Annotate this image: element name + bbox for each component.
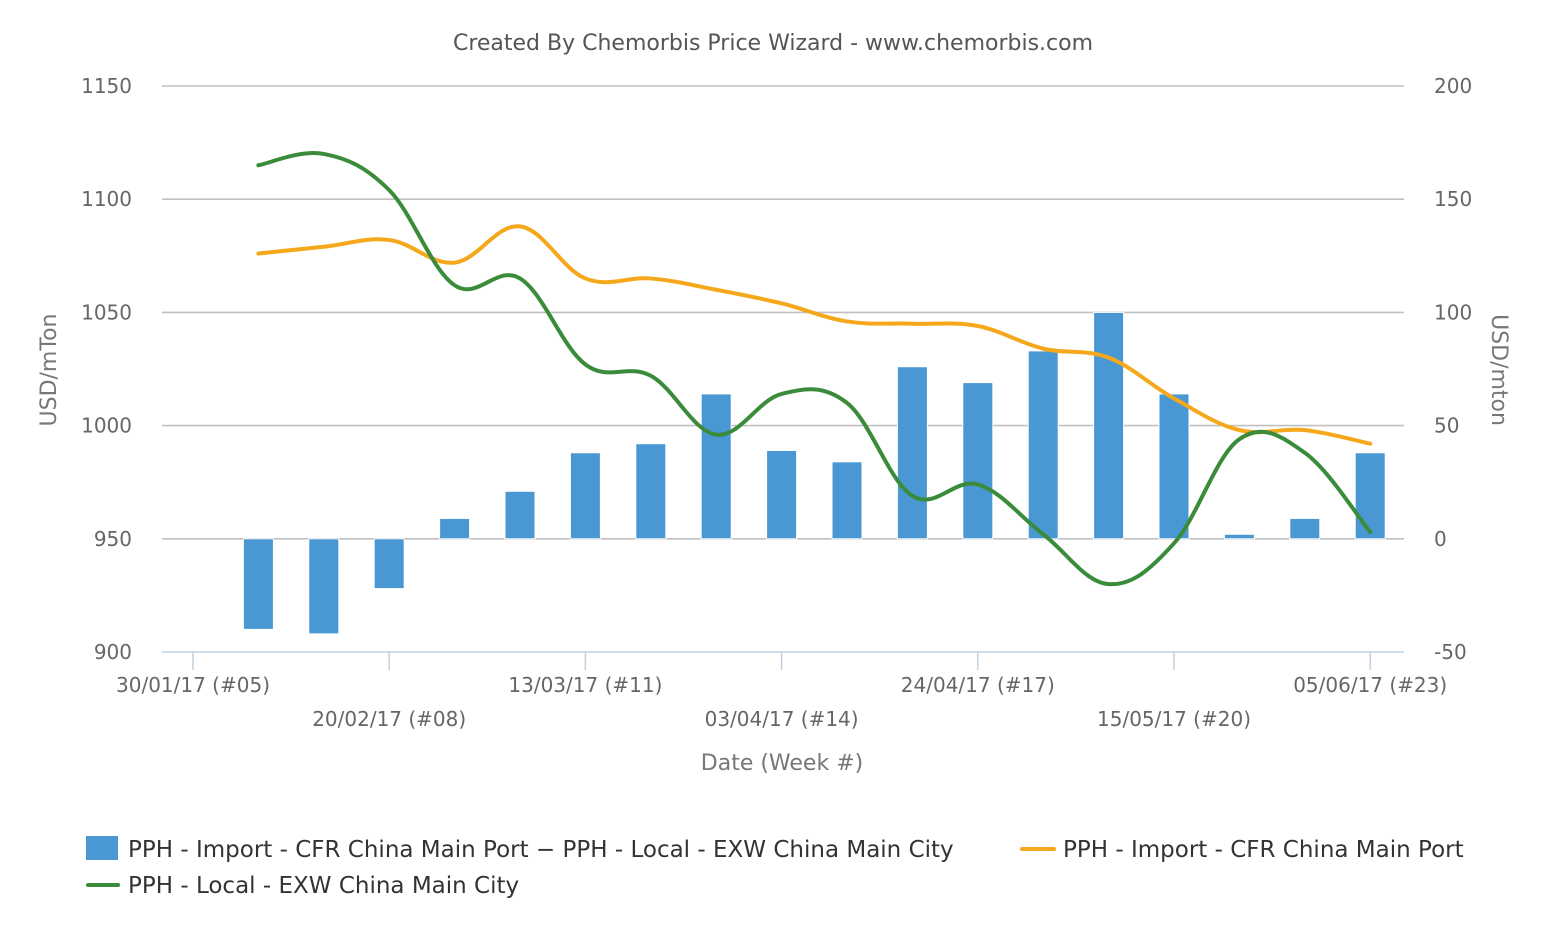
x-axis-title: Date (Week #) (701, 751, 863, 776)
bar-week-16[interactable] (896, 366, 928, 540)
y-left-tick-label: 1150 (81, 74, 132, 98)
bar-week-17[interactable] (962, 382, 994, 540)
bar-week-14[interactable] (766, 450, 798, 540)
x-tick-label: 30/01/17 (#05) (116, 673, 270, 697)
bar-week-9[interactable] (439, 517, 471, 540)
x-tick-label: 24/04/17 (#17) (901, 673, 1055, 697)
y-right-tick-label: 100 (1434, 300, 1472, 324)
y-left-tick-label: 900 (94, 640, 132, 664)
bar-week-10[interactable] (504, 490, 536, 540)
bar-week-18[interactable] (1027, 350, 1059, 540)
legend-item-spread[interactable]: PPH - Import - CFR China Main Port − PPH… (86, 836, 954, 863)
bar-week-12[interactable] (635, 443, 667, 540)
y-right-tick-label: 50 (1434, 414, 1459, 438)
gridlines (162, 85, 1404, 540)
legend-swatch-spread (86, 836, 118, 860)
legend-label-import: PPH - Import - CFR China Main Port (1063, 837, 1464, 863)
y-right-tick-label: 150 (1434, 187, 1472, 211)
y-left-tick-label: 1050 (81, 300, 132, 324)
y-axis-left-title: USD/mTon (37, 314, 62, 427)
x-tick-label: 20/02/17 (#08) (312, 707, 466, 731)
line-local-exw[interactable] (256, 151, 1373, 587)
line-import-cfr[interactable] (256, 224, 1373, 446)
y-right-tick-label: 200 (1434, 74, 1472, 98)
bar-week-21[interactable] (1223, 533, 1255, 540)
bar-week-19[interactable] (1093, 311, 1125, 540)
bar-week-15[interactable] (831, 461, 863, 540)
bar-week-7[interactable] (308, 538, 340, 635)
y-axis-right-title: USD/mton (1486, 314, 1511, 426)
x-tick-label: 03/04/17 (#14) (705, 707, 859, 731)
x-tick-label: 13/03/17 (#11) (508, 673, 662, 697)
legend[interactable]: PPH - Import - CFR China Main Port − PPH… (86, 836, 1464, 899)
x-axis-labels: 30/01/17 (#05) 20/02/17 (#08) 13/03/17 (#1… (116, 673, 1447, 731)
legend-label-local: PPH - Local - EXW China Main City (128, 873, 519, 899)
bar-week-8[interactable] (373, 538, 405, 590)
bar-week-6[interactable] (242, 538, 274, 630)
bar-week-23[interactable] (1354, 452, 1386, 540)
y-left-tick-label: 950 (94, 527, 132, 551)
y-axis-right-labels: -50 0 50 100 150 200 (1434, 74, 1472, 664)
bar-week-13[interactable] (700, 393, 732, 540)
x-tick-label: 15/05/17 (#20) (1097, 707, 1251, 731)
y-right-tick-label: 0 (1434, 527, 1447, 551)
y-left-tick-label: 1000 (81, 414, 132, 438)
bar-week-22[interactable] (1289, 517, 1321, 540)
legend-label-spread: PPH - Import - CFR China Main Port − PPH… (128, 837, 954, 863)
legend-item-local[interactable]: PPH - Local - EXW China Main City (86, 873, 519, 899)
y-right-tick-label: -50 (1434, 640, 1467, 664)
x-axis (162, 651, 1404, 670)
line-series (256, 151, 1373, 587)
chart-title: Created By Chemorbis Price Wizard - www.… (453, 31, 1093, 56)
bar-week-11[interactable] (569, 452, 601, 540)
bar-week-20[interactable] (1158, 393, 1190, 540)
legend-item-import[interactable]: PPH - Import - CFR China Main Port (1020, 837, 1464, 863)
bar-series (242, 311, 1386, 635)
y-left-tick-label: 1100 (81, 187, 132, 211)
x-tick-label: 05/06/17 (#23) (1293, 673, 1447, 697)
y-axis-left-labels: 900 950 1000 1050 1100 1150 (81, 74, 132, 664)
